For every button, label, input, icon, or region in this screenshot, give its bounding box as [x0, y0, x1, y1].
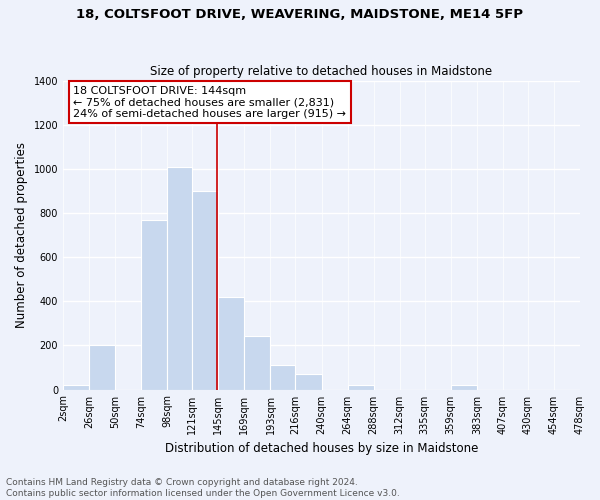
Bar — [244, 336, 271, 390]
Bar — [451, 385, 477, 390]
Bar — [271, 366, 295, 390]
Text: 18 COLTSFOOT DRIVE: 144sqm
← 75% of detached houses are smaller (2,831)
24% of s: 18 COLTSFOOT DRIVE: 144sqm ← 75% of deta… — [73, 86, 346, 119]
Bar — [192, 191, 218, 390]
Bar — [63, 385, 89, 390]
Bar — [295, 374, 322, 390]
X-axis label: Distribution of detached houses by size in Maidstone: Distribution of detached houses by size … — [165, 442, 478, 455]
Bar — [167, 167, 192, 390]
Bar — [89, 346, 115, 390]
Text: 18, COLTSFOOT DRIVE, WEAVERING, MAIDSTONE, ME14 5FP: 18, COLTSFOOT DRIVE, WEAVERING, MAIDSTON… — [77, 8, 523, 20]
Y-axis label: Number of detached properties: Number of detached properties — [15, 142, 28, 328]
Title: Size of property relative to detached houses in Maidstone: Size of property relative to detached ho… — [151, 66, 493, 78]
Bar — [347, 385, 374, 390]
Text: Contains HM Land Registry data © Crown copyright and database right 2024.
Contai: Contains HM Land Registry data © Crown c… — [6, 478, 400, 498]
Bar — [141, 220, 167, 390]
Bar — [218, 297, 244, 390]
